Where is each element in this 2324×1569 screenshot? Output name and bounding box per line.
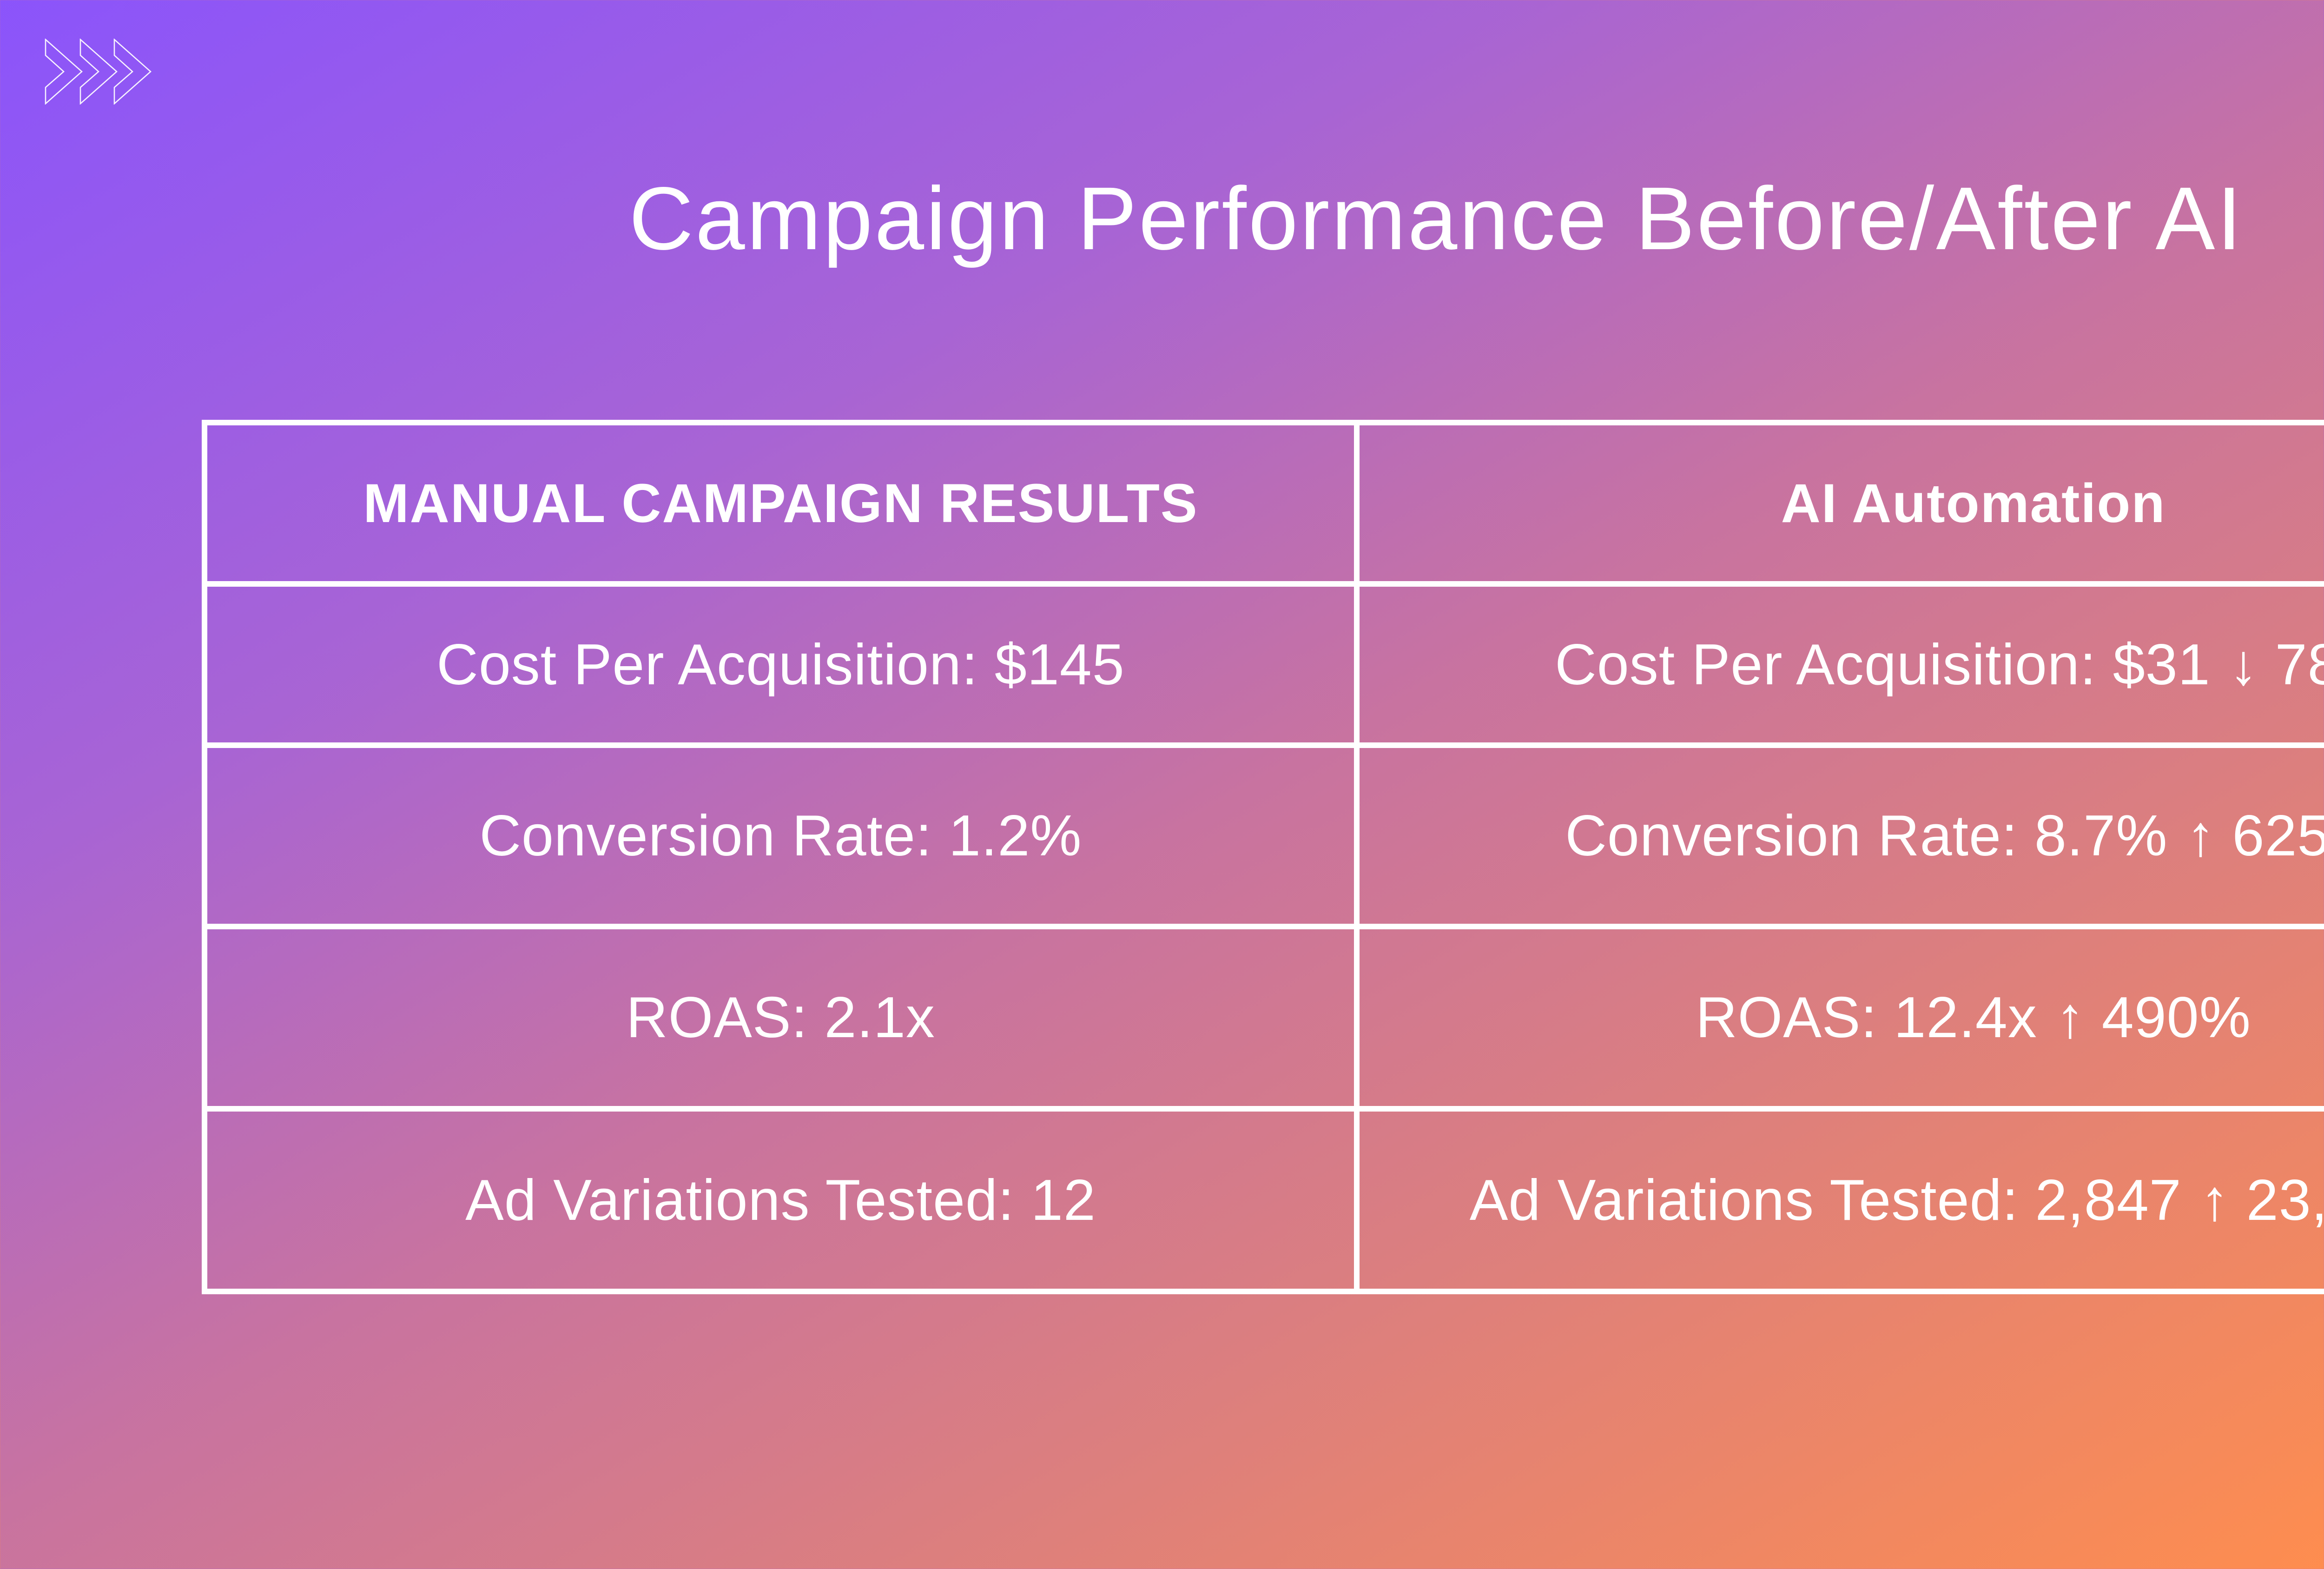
slide-title: Campaign Performance Before/After AI [629, 168, 2244, 268]
triple-chevron-icon [45, 39, 152, 105]
manual-cell: Cost Per Acquisition: $145 [202, 581, 1360, 748]
table-row: Cost Per Acquisition: $145 Cost Per Acqu… [202, 581, 2324, 748]
ai-cell: Ad Variations Tested: 2,847 ↑23,625% [1354, 1106, 2324, 1294]
ai-change: 625% [2232, 804, 2324, 868]
ai-change: 23,625% [2246, 1168, 2324, 1232]
arrow-down-icon: ↓ [2229, 632, 2258, 697]
table-header-row: MANUAL CAMPAIGN RESULTS AI Automation [202, 420, 2324, 587]
ai-metric: ROAS: 12.4x [1696, 986, 2037, 1050]
ai-change: 78% [2275, 632, 2324, 697]
manual-cell: Ad Variations Tested: 12 [202, 1106, 1360, 1294]
table-row: Conversion Rate: 1.2% Conversion Rate: 8… [202, 742, 2324, 929]
ai-cell: ROAS: 12.4x ↑ 490% [1354, 924, 2324, 1112]
arrow-up-icon: ↑ [2200, 1168, 2230, 1232]
ai-metric: Cost Per Acquisition: $31 [1555, 632, 2211, 697]
table-row: Ad Variations Tested: 12 Ad Variations T… [202, 1106, 2324, 1294]
manual-cell: Conversion Rate: 1.2% [202, 742, 1360, 929]
header-ai-automation: AI Automation [1354, 420, 2324, 587]
ai-metric: Conversion Rate: 8.7% [1565, 804, 2168, 868]
manual-cell: ROAS: 2.1x [202, 924, 1360, 1112]
table-row: ROAS: 2.1x ROAS: 12.4x ↑ 490% [202, 924, 2324, 1112]
ai-cell: Cost Per Acquisition: $31 ↓ 78% [1354, 581, 2324, 748]
ai-metric: Ad Variations Tested: 2,847 [1469, 1168, 2182, 1232]
comparison-table: MANUAL CAMPAIGN RESULTS AI Automation Co… [202, 420, 2324, 1294]
header-manual-campaign-results: MANUAL CAMPAIGN RESULTS [202, 420, 1360, 587]
ai-cell: Conversion Rate: 8.7% ↑625% [1354, 742, 2324, 929]
arrow-up-icon: ↑ [2186, 804, 2216, 868]
ai-change: 490% [2101, 986, 2251, 1050]
arrow-up-icon: ↑ [2055, 986, 2085, 1050]
